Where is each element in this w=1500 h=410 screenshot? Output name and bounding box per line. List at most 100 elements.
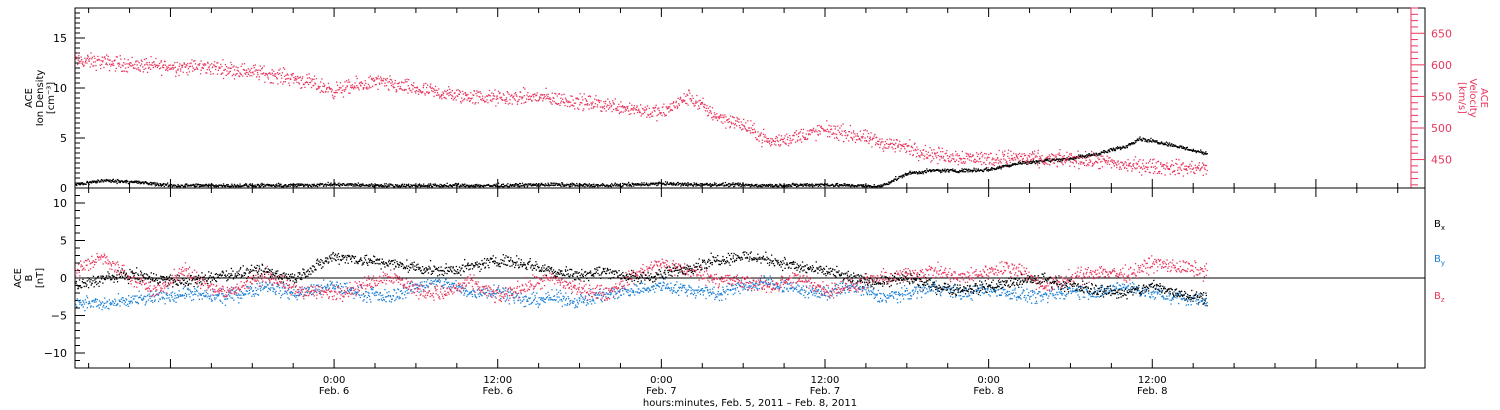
velocity-point [854,141,857,144]
velocity-point [769,143,771,145]
velocity-point [122,70,124,72]
density-point [787,184,789,186]
velocity-point [827,136,829,138]
velocity-point [1134,156,1137,158]
density-point [243,185,246,187]
velocity-point [130,62,132,64]
density-point [476,185,478,187]
density-point [160,184,163,186]
by-point [211,300,213,302]
velocity-point [433,88,435,90]
density-point [183,186,185,188]
velocity-point [149,64,151,66]
velocity-point [145,63,147,65]
velocity-point [581,102,583,104]
velocity-point [1129,162,1131,164]
density-point [867,185,869,187]
velocity-point [915,149,917,152]
velocity-point [497,90,500,92]
velocity-point [210,71,212,73]
density-point [970,170,972,172]
by-point [279,290,281,292]
velocity-point [232,73,235,75]
density-point [1104,150,1106,152]
density-point [563,185,566,187]
velocity-point [1078,168,1080,170]
density-point [1000,168,1002,170]
by-point [344,283,346,285]
velocity-point [254,70,256,72]
velocity-point [753,128,755,130]
velocity-point [961,158,963,160]
velocity-point [189,65,191,67]
by-point [76,298,78,300]
by-point [165,294,167,296]
density-point [226,185,229,187]
velocity-point [792,138,794,141]
density-point [451,186,453,188]
density-point [767,184,769,186]
density-point [1203,152,1206,154]
density-point [76,184,78,187]
velocity-point [516,101,518,103]
velocity-point [287,74,289,76]
density-point [300,183,302,185]
density-point [441,186,444,188]
by-point [184,292,187,294]
density-point [656,184,658,187]
velocity-point [194,60,196,62]
density-point [685,184,687,187]
density-point [556,184,559,186]
velocity-point [81,62,83,64]
velocity-point [509,99,511,101]
velocity-point [707,114,710,116]
velocity-point [851,138,854,140]
velocity-point [1164,168,1167,170]
density-point [642,184,644,186]
velocity-point [380,78,382,80]
density-point [860,184,862,186]
velocity-point [112,62,114,65]
velocity-point [1098,168,1100,170]
density-point [798,185,800,187]
density-point [479,186,481,188]
velocity-point [607,108,610,110]
velocity-point [764,140,766,142]
velocity-point [354,85,356,87]
density-point [876,186,878,188]
density-point [163,185,165,188]
velocity-point [388,89,390,91]
density-point [158,185,160,187]
velocity-point [460,100,462,103]
velocity-point [131,65,133,67]
velocity-point [974,161,977,163]
density-point [1039,160,1042,162]
density-point [763,184,765,186]
density-point [86,180,89,183]
velocity-point [513,98,516,100]
by-point [321,288,324,290]
density-point [469,186,471,188]
velocity-point [620,111,622,113]
velocity-point [1165,164,1167,166]
by-point [144,304,146,306]
density-point [651,182,653,184]
density-point [1129,144,1132,146]
velocity-point [266,73,268,75]
density-point [661,183,663,185]
velocity-point [918,160,920,162]
density-point [625,184,627,186]
velocity-point [651,111,653,113]
velocity-point [897,146,900,148]
velocity-point [276,72,279,74]
density-point [564,184,566,186]
density-point [124,180,126,182]
velocity-point [1036,162,1038,164]
density-point [215,184,217,186]
velocity-point [919,150,922,152]
density-point [951,170,953,172]
density-point [779,184,782,186]
by-point [180,295,182,297]
density-point [529,183,531,185]
velocity-point [908,145,910,147]
